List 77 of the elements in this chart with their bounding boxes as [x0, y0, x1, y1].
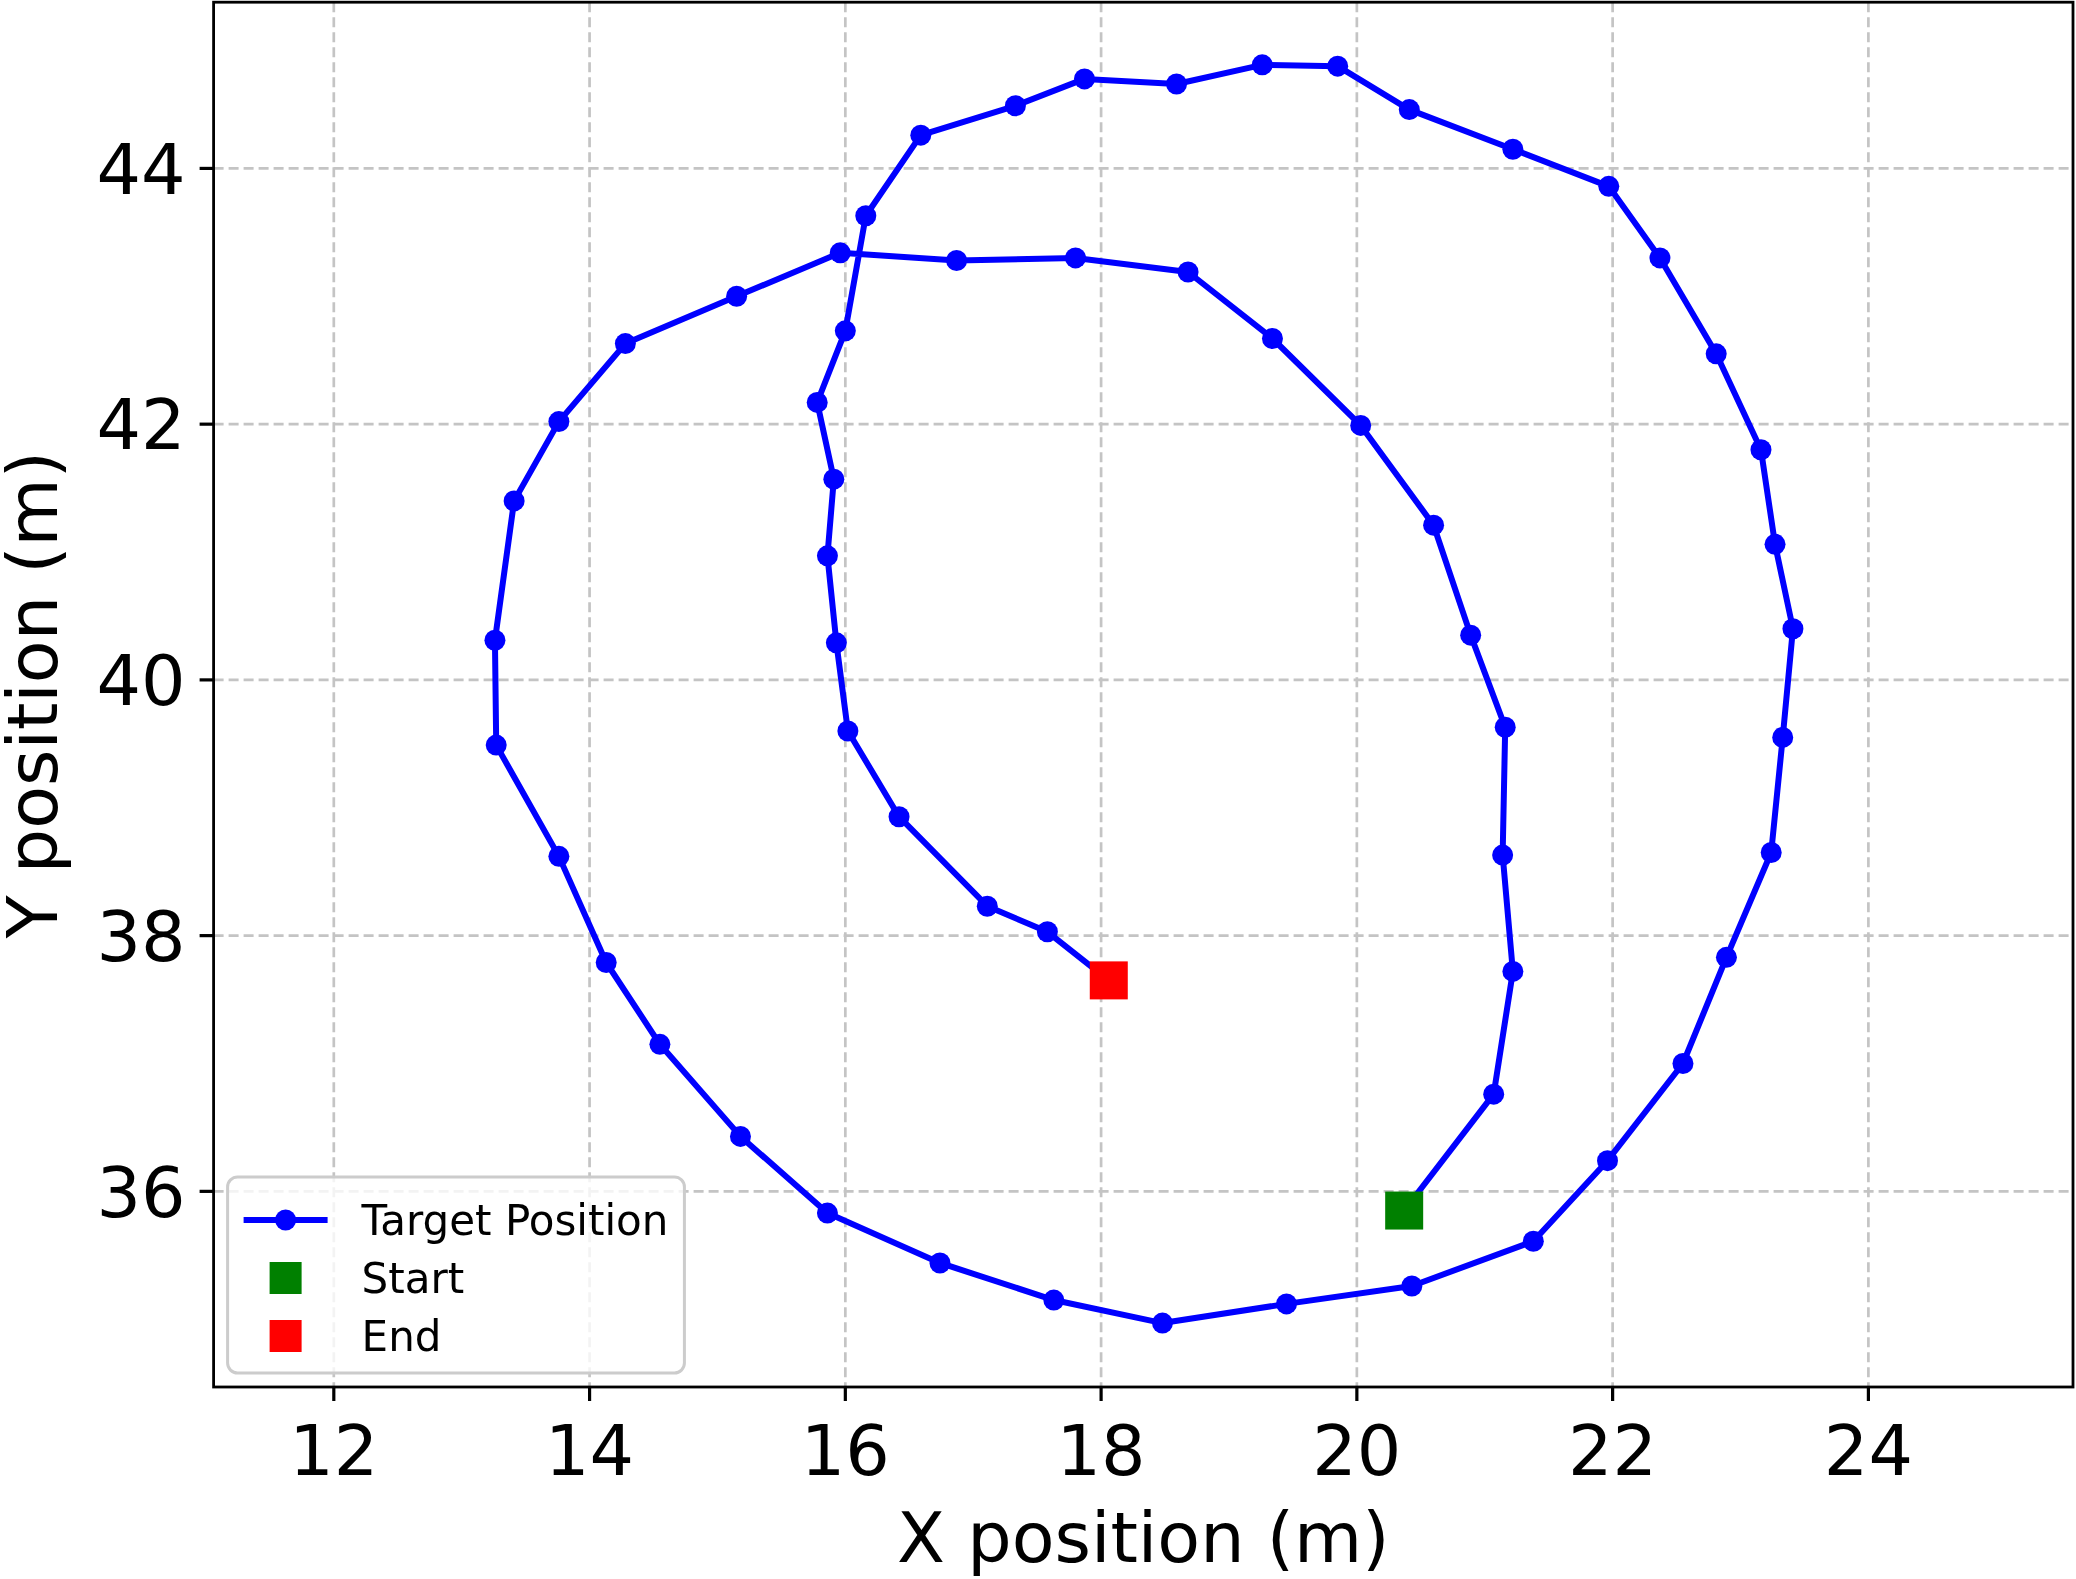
point: [1177, 261, 1199, 283]
x-tick-label: 22: [1568, 1410, 1658, 1492]
point: [1385, 1191, 1424, 1230]
point: [1705, 343, 1727, 365]
point: [976, 895, 998, 917]
point: [1597, 1150, 1619, 1172]
point: [806, 391, 828, 413]
point: [825, 632, 847, 654]
point: [1598, 175, 1620, 197]
point: [1460, 624, 1482, 646]
legend-label: Target Position: [360, 1196, 669, 1246]
x-tick-label: 16: [800, 1410, 890, 1492]
point: [829, 242, 851, 264]
x-tick-label: 20: [1312, 1410, 1402, 1492]
point: [729, 1125, 751, 1147]
x-axis-title: X position (m): [897, 1497, 1390, 1579]
point: [1502, 960, 1524, 982]
x-tick-label: 14: [545, 1410, 635, 1492]
point: [1401, 1275, 1423, 1297]
point: [1483, 1083, 1505, 1105]
point: [837, 720, 859, 742]
y-tick-label: 40: [96, 640, 186, 723]
x-tick-label: 18: [1056, 1410, 1146, 1492]
point: [1089, 961, 1128, 1000]
point: [1522, 1230, 1544, 1252]
point: [484, 629, 506, 651]
point: [595, 951, 617, 973]
point: [1276, 1293, 1298, 1315]
y-tick-label: 44: [96, 128, 186, 211]
point: [1036, 921, 1058, 943]
point: [548, 411, 570, 433]
point: [834, 320, 856, 342]
point: [1423, 514, 1445, 536]
point: [503, 490, 525, 512]
point: [1649, 247, 1671, 269]
x-tick-label: 12: [289, 1410, 379, 1492]
legend-label: Start: [361, 1254, 465, 1304]
point: [1151, 1312, 1173, 1334]
legend-label: End: [361, 1312, 442, 1362]
point: [1772, 726, 1794, 748]
point: [1350, 414, 1372, 436]
point: [548, 845, 570, 867]
point: [888, 806, 910, 828]
point: [1004, 95, 1026, 117]
point: [485, 734, 507, 756]
point: [1398, 99, 1420, 121]
point: [1760, 842, 1782, 864]
point: [649, 1033, 671, 1055]
point: [1251, 54, 1273, 76]
point: [1750, 439, 1772, 461]
point: [1502, 138, 1524, 160]
y-tick-label: 36: [96, 1151, 186, 1234]
point: [1492, 844, 1514, 866]
point: [1764, 533, 1786, 555]
point: [1715, 946, 1737, 968]
y-axis-title: Y position (m): [0, 450, 74, 940]
point: [1065, 247, 1087, 269]
point: [1166, 73, 1188, 95]
point: [946, 249, 968, 271]
point: [823, 468, 845, 490]
point: [726, 285, 748, 307]
point: [1261, 327, 1283, 349]
point: [816, 545, 838, 567]
point: [614, 333, 636, 355]
y-tick-label: 38: [96, 895, 186, 978]
x-tick-label: 24: [1823, 1410, 1913, 1492]
point: [910, 124, 932, 146]
point: [1073, 68, 1095, 90]
point: [855, 205, 877, 227]
point: [1672, 1053, 1694, 1074]
point: [1043, 1289, 1065, 1311]
y-tick-label: 42: [96, 384, 186, 467]
point: [929, 1252, 951, 1274]
point: [1494, 716, 1516, 738]
point: [816, 1202, 838, 1224]
point: [1327, 55, 1349, 77]
point: [1782, 618, 1804, 640]
